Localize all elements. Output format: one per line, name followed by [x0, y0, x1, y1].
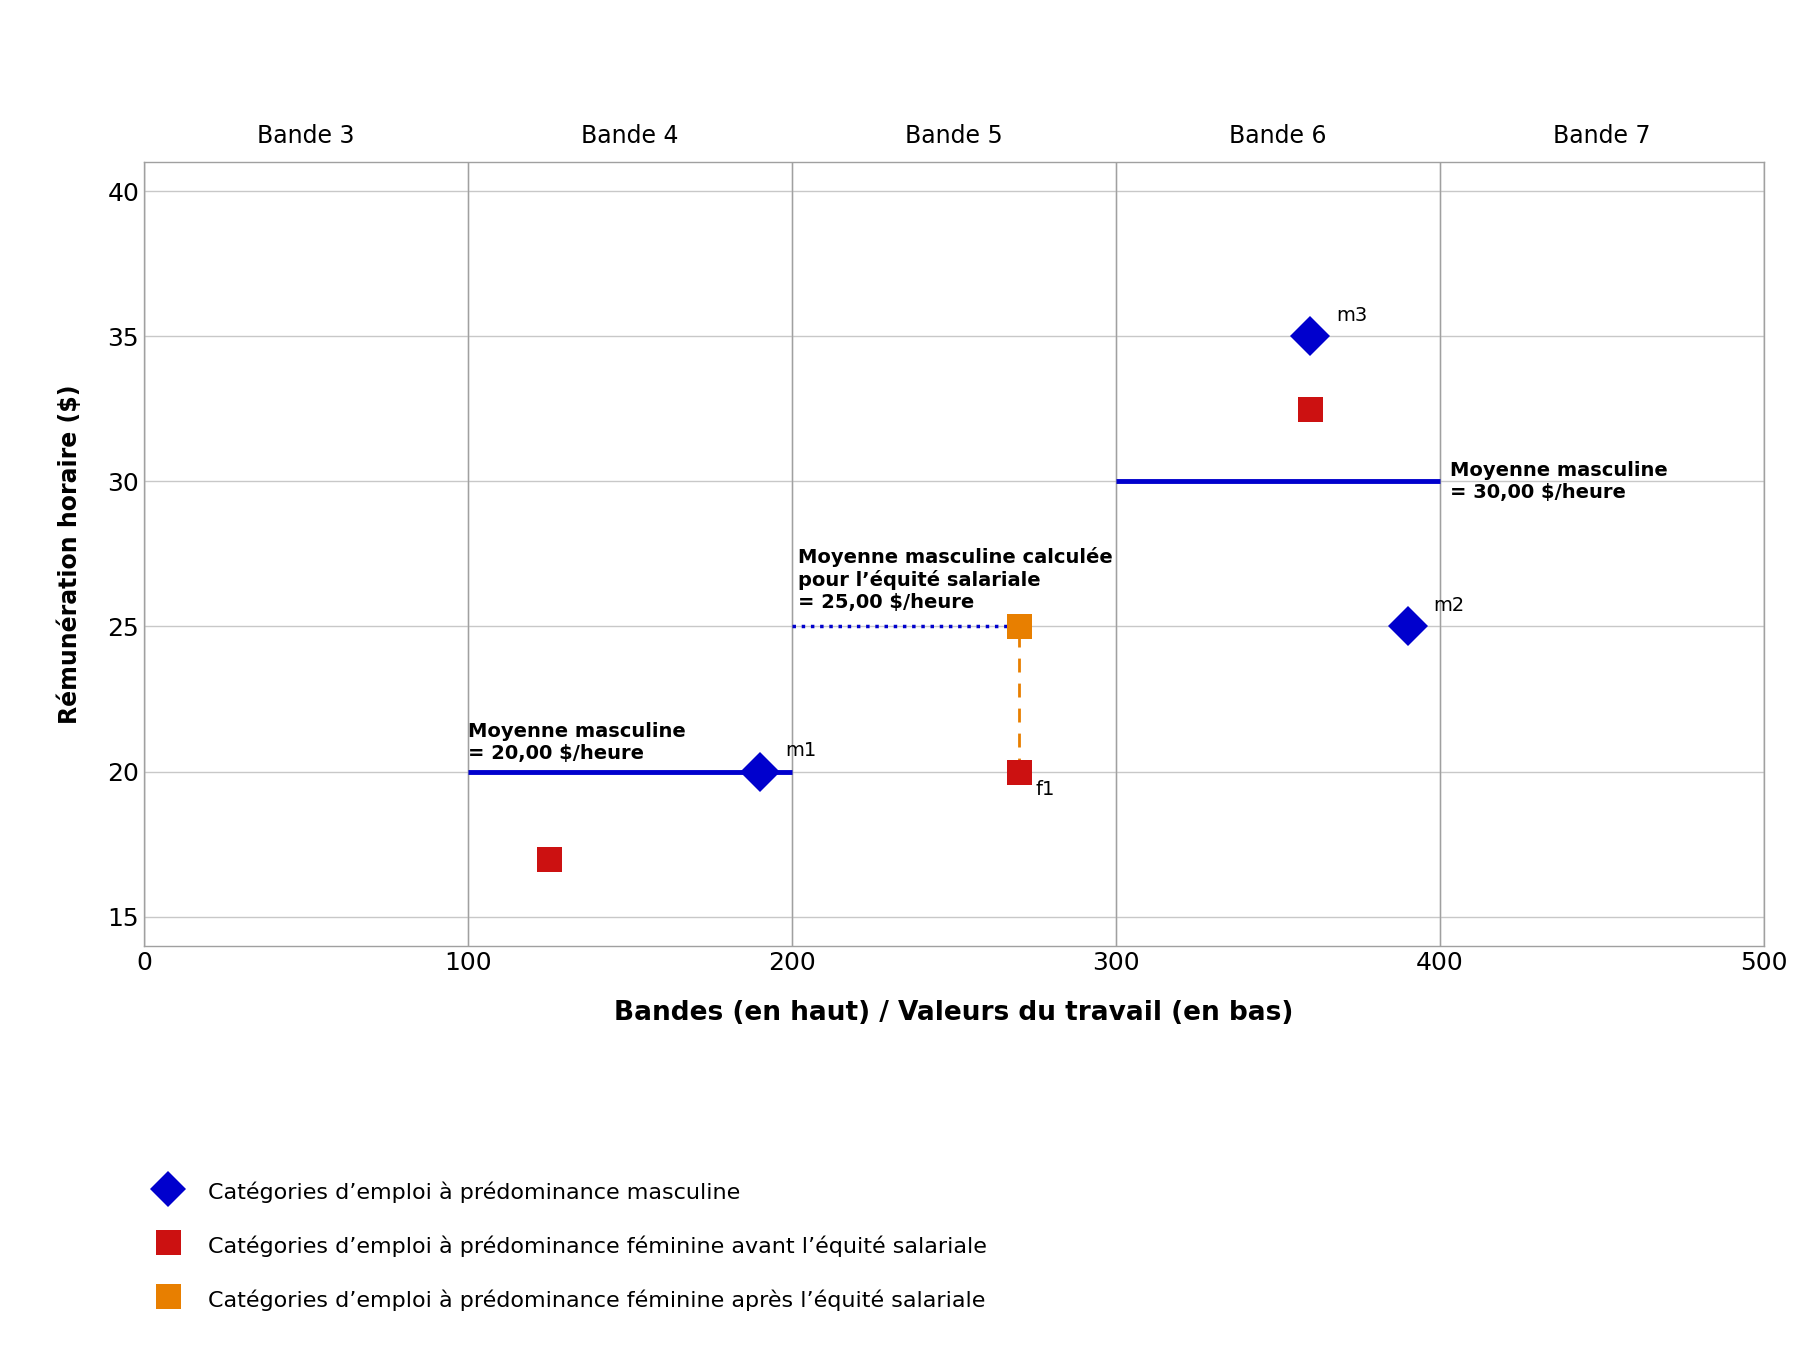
Text: m1: m1 [785, 740, 817, 761]
Text: Bande 7: Bande 7 [1553, 123, 1651, 147]
Text: Moyenne masculine
= 30,00 $/heure: Moyenne masculine = 30,00 $/heure [1449, 461, 1667, 501]
Text: m3: m3 [1336, 305, 1368, 324]
Text: Moyenne masculine calculée
pour l’équité salariale
= 25,00 $/heure: Moyenne masculine calculée pour l’équité… [799, 547, 1112, 612]
X-axis label: Bandes (en haut) / Valeurs du travail (en bas): Bandes (en haut) / Valeurs du travail (e… [614, 1000, 1294, 1025]
Text: f1: f1 [1035, 781, 1055, 800]
Text: Bande 5: Bande 5 [905, 123, 1003, 147]
Y-axis label: Rémunération horaire ($): Rémunération horaire ($) [58, 384, 83, 724]
Text: Bande 6: Bande 6 [1229, 123, 1327, 147]
Text: Bande 3: Bande 3 [257, 123, 355, 147]
Legend: Catégories d’emploi à prédominance masculine, Catégories d’emploi à prédominance: Catégories d’emploi à prédominance mascu… [155, 1178, 988, 1313]
Text: m2: m2 [1433, 596, 1465, 615]
Text: Bande 4: Bande 4 [581, 123, 679, 147]
Text: Moyenne masculine
= 20,00 $/heure: Moyenne masculine = 20,00 $/heure [468, 721, 686, 763]
